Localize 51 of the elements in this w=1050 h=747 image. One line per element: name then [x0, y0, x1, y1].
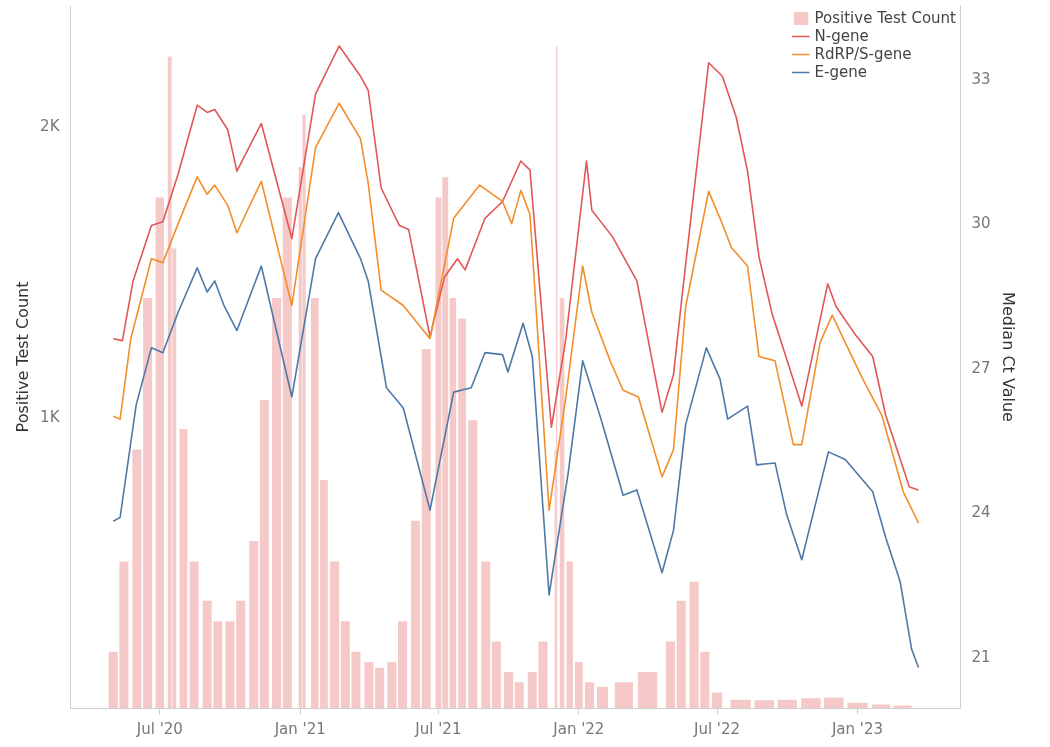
- y-axis-title: Positive Test Count: [13, 281, 33, 433]
- y2-tick-label: 30: [971, 214, 991, 233]
- bar: [585, 682, 595, 709]
- bar: [468, 420, 478, 709]
- x-tick-label: Jul '21: [414, 719, 462, 738]
- y-tick-label: 1K: [40, 408, 61, 427]
- bar: [155, 197, 165, 709]
- x-tick-label: Jan '21: [273, 719, 326, 738]
- y2-tick-label: 27: [971, 358, 991, 377]
- bar: [449, 298, 457, 709]
- bar: [375, 667, 385, 709]
- bar: [132, 449, 142, 709]
- bar: [249, 541, 259, 709]
- y2-tick-label: 24: [971, 503, 991, 522]
- x-tick-label: Jul '20: [135, 719, 183, 738]
- bar: [179, 429, 188, 709]
- legend-label: RdRP/S-gene: [814, 45, 912, 63]
- bar: [458, 318, 466, 709]
- x-tick-label: Jul '22: [692, 719, 741, 738]
- x-tick-label: Jan '23: [830, 719, 884, 738]
- legend-label: Positive Test Count: [814, 9, 956, 27]
- y2-tick-label: 33: [971, 69, 991, 88]
- bar: [676, 600, 686, 709]
- line-series: [112, 45, 920, 491]
- y-tick-label: 2K: [40, 117, 61, 136]
- bar: [574, 661, 583, 709]
- bar: [514, 682, 524, 709]
- bar: [387, 661, 397, 709]
- bar: [282, 197, 292, 709]
- line-series: [112, 102, 920, 524]
- bar: [397, 621, 408, 709]
- bar: [259, 399, 269, 709]
- bar: [504, 672, 514, 709]
- bar: [364, 661, 374, 709]
- bar: [491, 641, 501, 709]
- bar: [330, 561, 340, 709]
- legend-label: N-gene: [814, 27, 869, 45]
- bar: [143, 298, 153, 709]
- legend-label: E-gene: [814, 63, 867, 81]
- bar: [597, 686, 609, 709]
- bar: [189, 561, 199, 709]
- bar: [665, 641, 675, 709]
- bar: [421, 348, 431, 709]
- y2-axis-title: Median Ct Value: [998, 292, 1018, 422]
- bar: [481, 561, 491, 709]
- y2-tick-label: 21: [971, 647, 991, 666]
- line-series: [112, 211, 920, 669]
- bar: [410, 520, 421, 709]
- bar: [711, 692, 723, 709]
- x-tick-label: Jan '22: [552, 719, 605, 738]
- bar: [272, 298, 282, 709]
